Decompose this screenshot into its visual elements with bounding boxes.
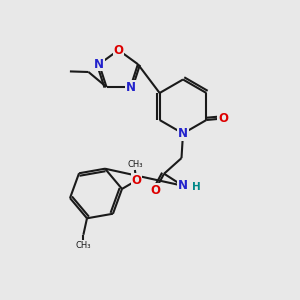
Text: N: N (178, 127, 188, 140)
Text: O: O (218, 112, 228, 125)
Text: N: N (178, 179, 188, 192)
Text: CH₃: CH₃ (76, 242, 91, 250)
Text: CH₃: CH₃ (127, 160, 142, 169)
Text: H: H (192, 182, 201, 192)
Text: N: N (125, 80, 136, 94)
Text: N: N (94, 58, 104, 71)
Text: O: O (113, 44, 124, 57)
Text: O: O (131, 174, 141, 187)
Text: O: O (150, 184, 160, 197)
